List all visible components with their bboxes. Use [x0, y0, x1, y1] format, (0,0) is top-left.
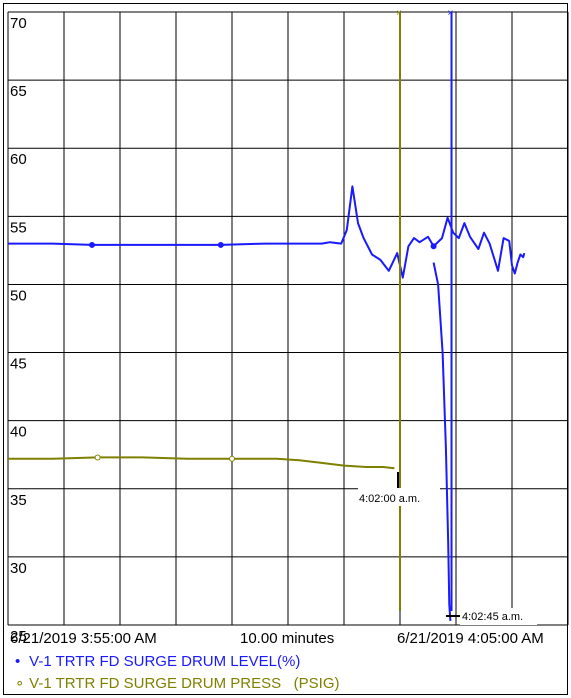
y-tick-label: 70: [10, 15, 27, 32]
series-line-1: [8, 456, 395, 470]
legend-circle-icon: ∘: [15, 675, 25, 692]
y-tick-label: 65: [10, 83, 27, 100]
legend-item-press[interactable]: ∘ V-1 TRTR FD SURGE DRUM PRESS (PSIG): [15, 674, 340, 692]
x-axis-span-label: 10.00 minutes: [240, 630, 335, 647]
spike-end-mark: ×: [448, 8, 454, 19]
annotation-label: 4:02:00 a.m.: [359, 493, 420, 505]
annotation-box: [358, 488, 440, 506]
y-tick-label: 55: [10, 219, 27, 236]
y-tick-label: 50: [10, 287, 27, 304]
y-tick-label: 35: [10, 492, 27, 509]
annotation-box: [460, 608, 537, 625]
y-tick-label: 60: [10, 151, 27, 168]
annotation-label: 4:02:45 a.m.: [462, 611, 523, 623]
y-tick-label: 25: [10, 628, 27, 645]
trend-plot: 70 65 60 55 50 45 40 35 30 25 × × 4:02:00 a.m. 4:02:4…: [7, 8, 569, 645]
series-marker-0: [89, 241, 95, 248]
legend-label-press: V-1 TRTR FD SURGE DRUM PRESS (PSIG): [29, 675, 340, 692]
series-line-0: [8, 185, 526, 279]
spike-end-mark: ×: [396, 8, 402, 19]
chart-frame: 70 65 60 55 50 45 40 35 30 25 × × 4:02:00 a.m. 4:02:4…: [3, 3, 569, 695]
series-marker-1: [229, 455, 235, 462]
series-marker-0: [217, 241, 224, 248]
legend-item-level[interactable]: • V-1 TRTR FD SURGE DRUM LEVEL(%): [15, 653, 300, 670]
series-drop-0: [432, 262, 452, 621]
series-marker-1: [94, 454, 101, 461]
legend-label-level: V-1 TRTR FD SURGE DRUM LEVEL(%): [29, 653, 301, 670]
x-axis-end-label: 6/21/2019 4:05:00 AM: [397, 630, 544, 647]
y-tick-label: 40: [10, 424, 27, 441]
y-tick-label: 30: [10, 560, 27, 577]
x-axis-start-label: 6/21/2019 3:55:00 AM: [10, 630, 157, 647]
series-marker-0: [430, 243, 437, 250]
legend-dot-icon: •: [15, 653, 21, 670]
y-tick-label: 45: [10, 356, 27, 373]
